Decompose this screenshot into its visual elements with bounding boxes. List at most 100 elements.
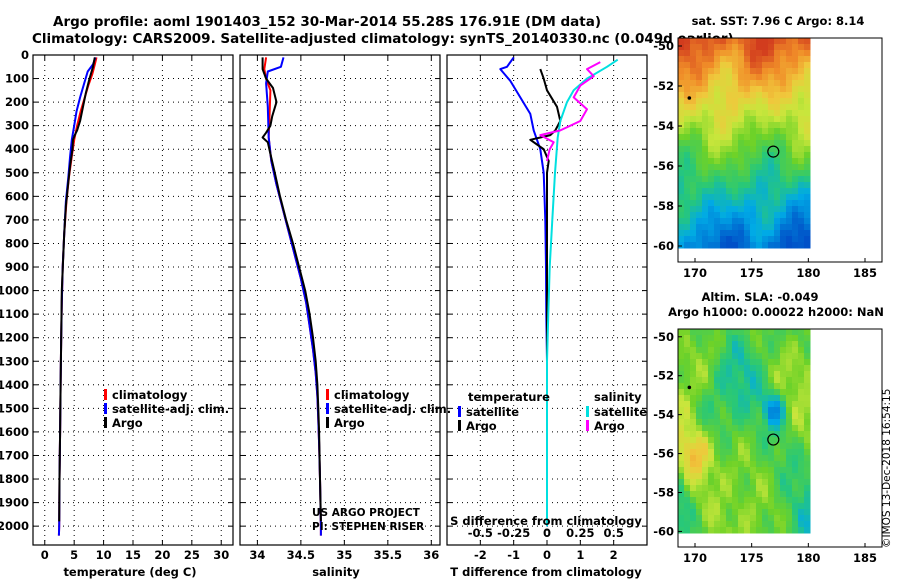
map-cell (804, 347, 811, 354)
map-cell (762, 38, 769, 45)
map-cell (780, 371, 787, 378)
map-cell (804, 230, 811, 237)
map-cell (756, 437, 763, 444)
map-cell (792, 341, 799, 348)
map-cell (738, 92, 745, 99)
map-cell (702, 62, 709, 69)
map-cell (738, 38, 745, 45)
map-cell (786, 224, 793, 231)
map-cell (744, 497, 751, 504)
map-frame (677, 328, 883, 548)
map-cell (786, 176, 793, 183)
argo-position-marker (767, 145, 780, 158)
map-cell (744, 401, 751, 408)
map-cell (696, 242, 703, 249)
map-cell (798, 467, 805, 474)
map-cell (792, 230, 799, 237)
map-cell (786, 443, 793, 450)
map-cell (678, 503, 685, 510)
map-cell (786, 158, 793, 165)
map-cell (732, 383, 739, 390)
map-cell (726, 122, 733, 129)
map-cell (684, 74, 691, 81)
map-cell (720, 242, 727, 249)
map-cell (708, 407, 715, 414)
map-cell (714, 473, 721, 480)
map-cell (738, 449, 745, 456)
map-cell (768, 200, 775, 207)
map-cell (750, 401, 757, 408)
map-cell (720, 485, 727, 492)
map-cell (786, 485, 793, 492)
map-cell (684, 56, 691, 63)
map-cell (798, 38, 805, 45)
map-cell (732, 128, 739, 135)
map-cell (768, 503, 775, 510)
legend-label: climatology (112, 388, 188, 402)
map-cell (792, 80, 799, 87)
map-cell (756, 212, 763, 219)
map-cell (768, 194, 775, 201)
map-cell (774, 224, 781, 231)
map-cell (780, 521, 787, 528)
map-cell (702, 218, 709, 225)
map-cell (798, 449, 805, 456)
map-cell (690, 461, 697, 468)
map-cell (708, 473, 715, 480)
map-cell (792, 152, 799, 159)
map-cell (780, 503, 787, 510)
map-cell (696, 455, 703, 462)
map-cell (696, 449, 703, 456)
map-cell (726, 431, 733, 438)
map-cell (780, 86, 787, 93)
map-cell (726, 425, 733, 432)
map-cell (732, 329, 739, 336)
map-cell (678, 182, 685, 189)
map-cell (738, 359, 745, 366)
map-cell (684, 449, 691, 456)
map-cell (690, 152, 697, 159)
map-cell (678, 170, 685, 177)
map-cell (690, 92, 697, 99)
map-cell (696, 503, 703, 510)
map-cell (774, 419, 781, 426)
map-cell (732, 437, 739, 444)
map-cell (720, 206, 727, 213)
map-cell (714, 218, 721, 225)
map-cell (762, 242, 769, 249)
map-cell (756, 521, 763, 528)
map-cell (714, 104, 721, 111)
map-cell (744, 104, 751, 111)
map-cell (678, 365, 685, 372)
map-cell (714, 407, 721, 414)
map-cell (774, 359, 781, 366)
map-cell (690, 170, 697, 177)
map-cell (696, 74, 703, 81)
map-y-tick-label: -50 (653, 39, 674, 53)
map-cell (780, 80, 787, 87)
series-line-t-argo (529, 68, 562, 522)
map-cell (684, 503, 691, 510)
map-cell (678, 128, 685, 135)
map-cell (738, 413, 745, 420)
map-cell (708, 383, 715, 390)
map-cell (708, 491, 715, 498)
map-cell (720, 395, 727, 402)
map-cell (738, 116, 745, 123)
map-cell (786, 401, 793, 408)
map-cell (804, 413, 811, 420)
map-cell (756, 56, 763, 63)
map-cell (690, 80, 697, 87)
x-tick-label: 35 (336, 548, 352, 562)
map-cell (738, 377, 745, 384)
map-cell (684, 365, 691, 372)
map-cell (696, 38, 703, 45)
map-cell (714, 461, 721, 468)
map-cell (798, 437, 805, 444)
map-cell (714, 419, 721, 426)
map-cell (720, 491, 727, 498)
map-cell (690, 419, 697, 426)
map-cell (702, 56, 709, 63)
map-cell (762, 194, 769, 201)
figure-title-line1: Argo profile: aoml 1901403_152 30-Mar-20… (53, 14, 601, 30)
